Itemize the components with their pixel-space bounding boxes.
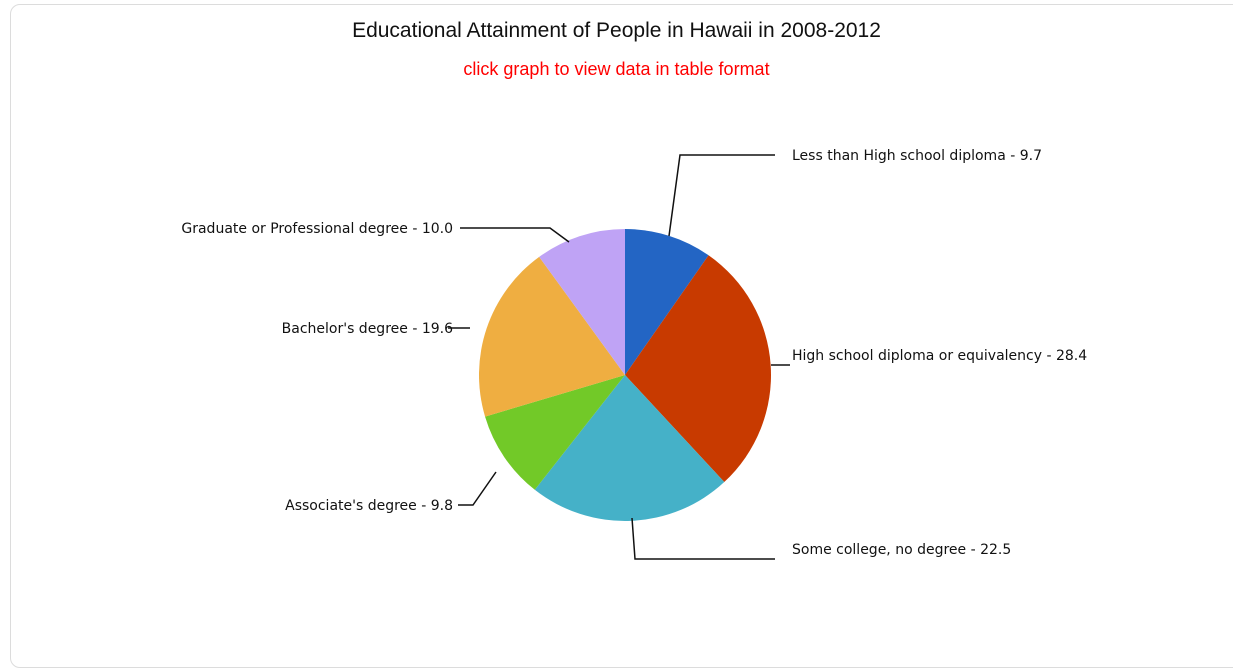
slice-label-3: Some college, no degree - 22.5 bbox=[792, 542, 1011, 558]
pie-slice-4[interactable] bbox=[485, 375, 625, 490]
pie-slice-5[interactable] bbox=[479, 256, 625, 417]
pie-slice-1[interactable] bbox=[625, 229, 709, 375]
slice-label-2: High school diploma or equivalency - 28.… bbox=[792, 348, 1087, 364]
leader-line-1 bbox=[668, 154, 775, 237]
slice-label-6: Graduate or Professional degree - 10.0 bbox=[181, 221, 453, 237]
chart-title: Educational Attainment of People in Hawa… bbox=[352, 19, 881, 42]
pie-slice-3[interactable] bbox=[534, 375, 725, 522]
pie-slice-2[interactable] bbox=[625, 255, 772, 483]
leader-line-6 bbox=[460, 227, 570, 243]
leader-line-4 bbox=[458, 471, 497, 506]
pie-slice-6[interactable] bbox=[539, 229, 625, 375]
view-table-link[interactable]: click graph to view data in table format bbox=[463, 59, 770, 79]
leader-line-3 bbox=[631, 517, 775, 560]
slice-label-4: Associate's degree - 9.8 bbox=[285, 498, 453, 514]
slice-label-1: Less than High school diploma - 9.7 bbox=[792, 148, 1042, 164]
slice-label-5: Bachelor's degree - 19.6 bbox=[282, 321, 453, 337]
